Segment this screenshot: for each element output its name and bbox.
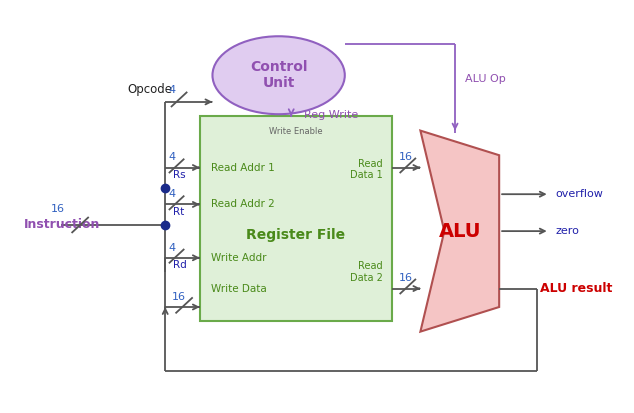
Text: Register File: Register File — [247, 228, 346, 242]
Text: 4: 4 — [169, 85, 176, 95]
Text: Write Addr: Write Addr — [211, 253, 267, 263]
Text: Reg Write: Reg Write — [304, 110, 358, 120]
Text: 4: 4 — [169, 152, 176, 162]
Text: ALU result: ALU result — [540, 282, 612, 295]
Ellipse shape — [212, 36, 345, 114]
Text: Rt: Rt — [173, 207, 184, 217]
FancyBboxPatch shape — [200, 116, 392, 321]
Text: overflow: overflow — [556, 189, 604, 199]
Text: zero: zero — [556, 226, 579, 236]
Text: 16: 16 — [51, 204, 65, 214]
Text: 16: 16 — [398, 273, 412, 283]
Text: Write Data: Write Data — [211, 284, 267, 294]
Text: Read Addr 1: Read Addr 1 — [211, 163, 275, 173]
Text: Read
Data 2: Read Data 2 — [350, 261, 382, 283]
Text: Instruction: Instruction — [23, 218, 100, 231]
Text: Rd: Rd — [173, 260, 186, 270]
Text: Read Addr 2: Read Addr 2 — [211, 199, 275, 209]
Text: 4: 4 — [169, 242, 176, 252]
Text: ALU: ALU — [439, 222, 481, 241]
Polygon shape — [420, 131, 499, 332]
Text: 16: 16 — [172, 292, 186, 302]
Text: 16: 16 — [398, 152, 412, 162]
Text: Read
Data 1: Read Data 1 — [350, 159, 382, 180]
Text: Rs: Rs — [173, 170, 185, 180]
Text: 4: 4 — [169, 189, 176, 199]
Text: Control
Unit: Control Unit — [250, 60, 307, 90]
Text: ALU Op: ALU Op — [465, 74, 505, 84]
Text: Opcode: Opcode — [127, 83, 172, 96]
Text: Write Enable: Write Enable — [269, 126, 323, 135]
